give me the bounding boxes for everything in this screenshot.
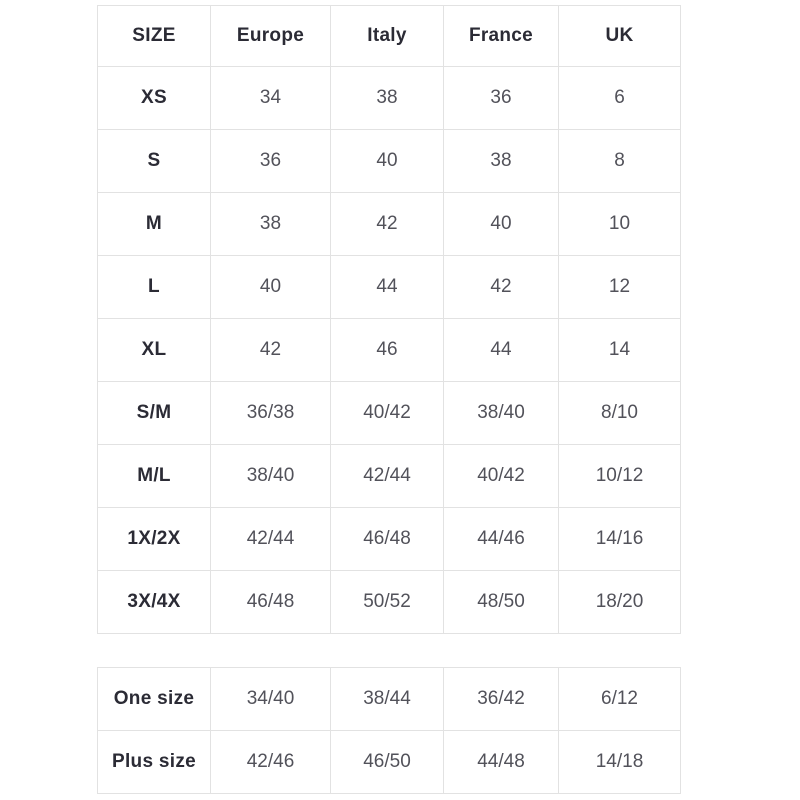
one-size-plus-size-table: One size 34/40 38/44 36/42 6/12 Plus siz… xyxy=(97,667,681,794)
value-cell: 44 xyxy=(330,255,444,319)
value-cell: 38/40 xyxy=(443,381,559,445)
value-cell: 14 xyxy=(558,318,681,382)
value-cell: 50/52 xyxy=(330,570,444,634)
value-cell: 10 xyxy=(558,192,681,256)
col-header-france: France xyxy=(443,5,559,67)
value-cell: 36 xyxy=(210,129,331,193)
value-cell: 38 xyxy=(210,192,331,256)
value-cell: 46/50 xyxy=(330,730,444,794)
table-row: M 38 42 40 10 xyxy=(97,192,681,256)
value-cell: 38 xyxy=(443,129,559,193)
value-cell: 46/48 xyxy=(330,507,444,571)
size-cell: S xyxy=(97,129,211,193)
table-row: S/M 36/38 40/42 38/40 8/10 xyxy=(97,381,681,445)
table-row: Plus size 42/46 46/50 44/48 14/18 xyxy=(97,730,681,794)
value-cell: 42 xyxy=(443,255,559,319)
table-row: L 40 44 42 12 xyxy=(97,255,681,319)
table-row: One size 34/40 38/44 36/42 6/12 xyxy=(97,667,681,731)
value-cell: 8/10 xyxy=(558,381,681,445)
value-cell: 42 xyxy=(330,192,444,256)
value-cell: 10/12 xyxy=(558,444,681,508)
size-cell: 1X/2X xyxy=(97,507,211,571)
col-header-italy: Italy xyxy=(330,5,444,67)
table-row: M/L 38/40 42/44 40/42 10/12 xyxy=(97,444,681,508)
value-cell: 48/50 xyxy=(443,570,559,634)
header-row: SIZE Europe Italy France UK xyxy=(97,5,681,67)
table-row: 1X/2X 42/44 46/48 44/46 14/16 xyxy=(97,507,681,571)
value-cell: 44/46 xyxy=(443,507,559,571)
value-cell: 40 xyxy=(443,192,559,256)
value-cell: 42/46 xyxy=(210,730,331,794)
value-cell: 46/48 xyxy=(210,570,331,634)
value-cell: 44 xyxy=(443,318,559,382)
size-cell: L xyxy=(97,255,211,319)
value-cell: 38/40 xyxy=(210,444,331,508)
size-cell: M xyxy=(97,192,211,256)
value-cell: 8 xyxy=(558,129,681,193)
value-cell: 42/44 xyxy=(210,507,331,571)
size-cell: S/M xyxy=(97,381,211,445)
size-cell: One size xyxy=(97,667,211,731)
value-cell: 18/20 xyxy=(558,570,681,634)
table-row: XL 42 46 44 14 xyxy=(97,318,681,382)
table-row: S 36 40 38 8 xyxy=(97,129,681,193)
value-cell: 34/40 xyxy=(210,667,331,731)
value-cell: 42/44 xyxy=(330,444,444,508)
value-cell: 40 xyxy=(330,129,444,193)
size-conversion-table: SIZE Europe Italy France UK XS 34 38 36 … xyxy=(97,5,681,634)
value-cell: 36/38 xyxy=(210,381,331,445)
value-cell: 34 xyxy=(210,66,331,130)
value-cell: 12 xyxy=(558,255,681,319)
size-cell: XS xyxy=(97,66,211,130)
value-cell: 38 xyxy=(330,66,444,130)
size-cell: Plus size xyxy=(97,730,211,794)
value-cell: 36/42 xyxy=(443,667,559,731)
value-cell: 40 xyxy=(210,255,331,319)
value-cell: 14/18 xyxy=(558,730,681,794)
value-cell: 6 xyxy=(558,66,681,130)
value-cell: 42 xyxy=(210,318,331,382)
value-cell: 38/44 xyxy=(330,667,444,731)
size-cell: 3X/4X xyxy=(97,570,211,634)
value-cell: 40/42 xyxy=(443,444,559,508)
col-header-europe: Europe xyxy=(210,5,331,67)
col-header-size: SIZE xyxy=(97,5,211,67)
size-cell: M/L xyxy=(97,444,211,508)
value-cell: 36 xyxy=(443,66,559,130)
table-row: 3X/4X 46/48 50/52 48/50 18/20 xyxy=(97,570,681,634)
value-cell: 44/48 xyxy=(443,730,559,794)
value-cell: 46 xyxy=(330,318,444,382)
value-cell: 14/16 xyxy=(558,507,681,571)
value-cell: 6/12 xyxy=(558,667,681,731)
col-header-uk: UK xyxy=(558,5,681,67)
table-row: XS 34 38 36 6 xyxy=(97,66,681,130)
size-cell: XL xyxy=(97,318,211,382)
value-cell: 40/42 xyxy=(330,381,444,445)
